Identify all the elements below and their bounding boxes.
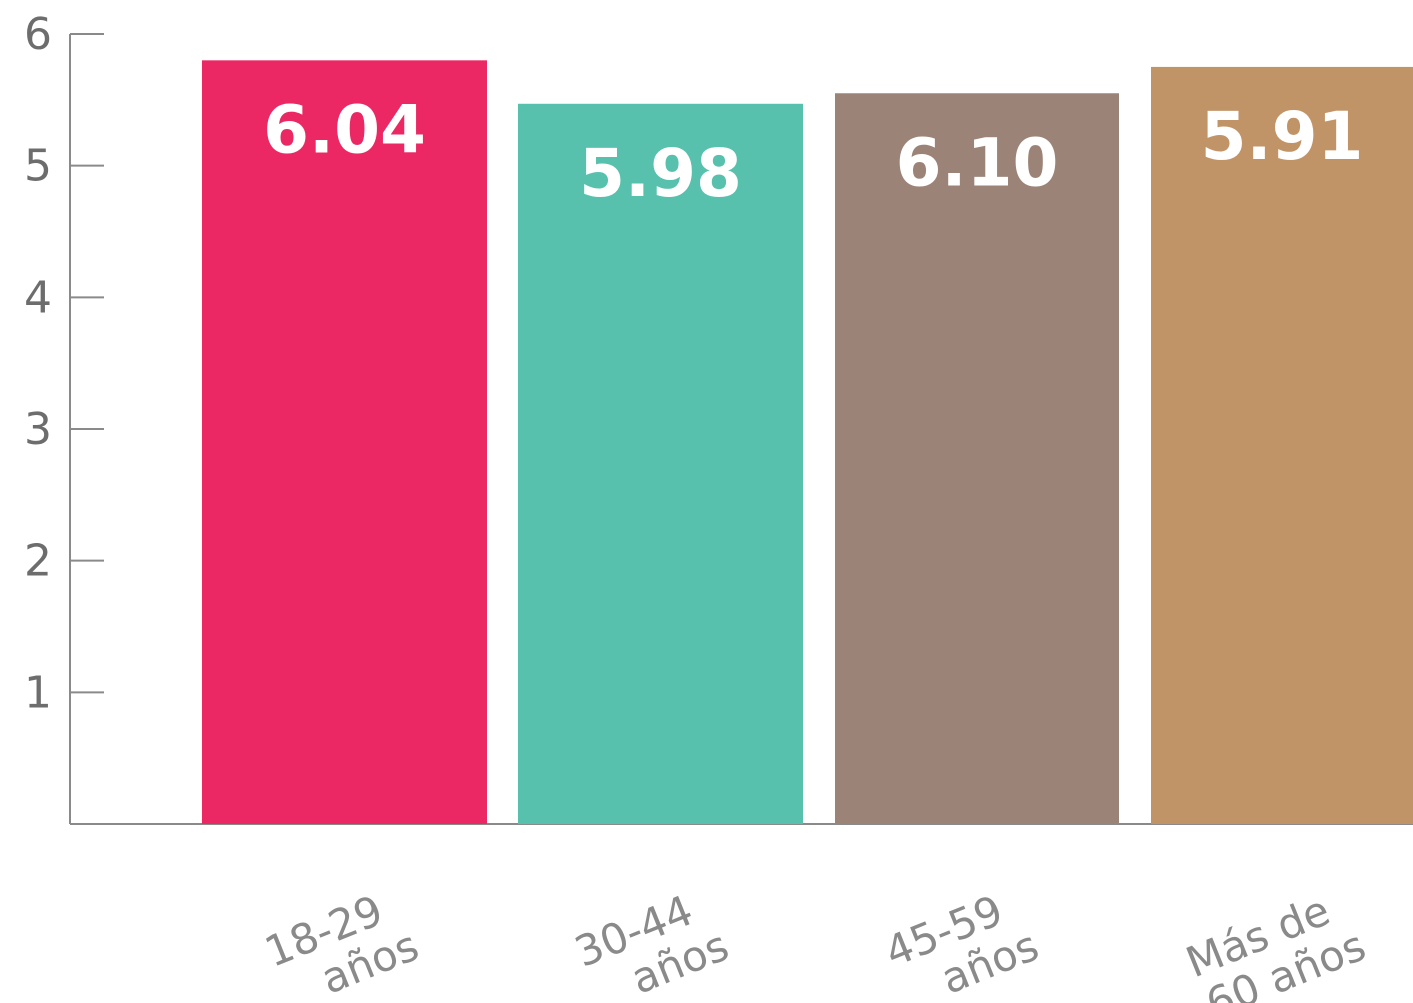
x-tick-label: Más de60 años — [1179, 878, 1372, 1003]
bar — [1151, 66, 1413, 824]
x-tick-label: 30-44años — [568, 878, 735, 1003]
y-tick-label: 3 — [24, 404, 52, 455]
y-tick-label: 5 — [24, 141, 52, 192]
x-axis-labels: 18-29años 30-44años 45-59años Más de60 años — [258, 878, 1372, 1003]
bar-value-label: 5.91 — [1201, 98, 1364, 175]
bar — [835, 93, 1119, 824]
y-tick-label: 6 — [24, 9, 52, 60]
bar — [518, 103, 803, 825]
x-tick-label: 18-29años — [258, 878, 425, 1003]
bars — [202, 60, 1413, 825]
y-tick-label: 1 — [24, 667, 52, 718]
x-tick-label: 45-59años — [878, 878, 1045, 1003]
bar-value-label: 5.98 — [579, 135, 742, 212]
y-tick-label: 4 — [24, 272, 52, 323]
bar-labels: 6.04 5.98 6.10 5.91 — [263, 91, 1363, 211]
y-tick-label: 2 — [24, 536, 52, 587]
bar-value-label: 6.04 — [263, 91, 426, 168]
bar — [202, 60, 487, 825]
bar-value-label: 6.10 — [896, 124, 1059, 201]
